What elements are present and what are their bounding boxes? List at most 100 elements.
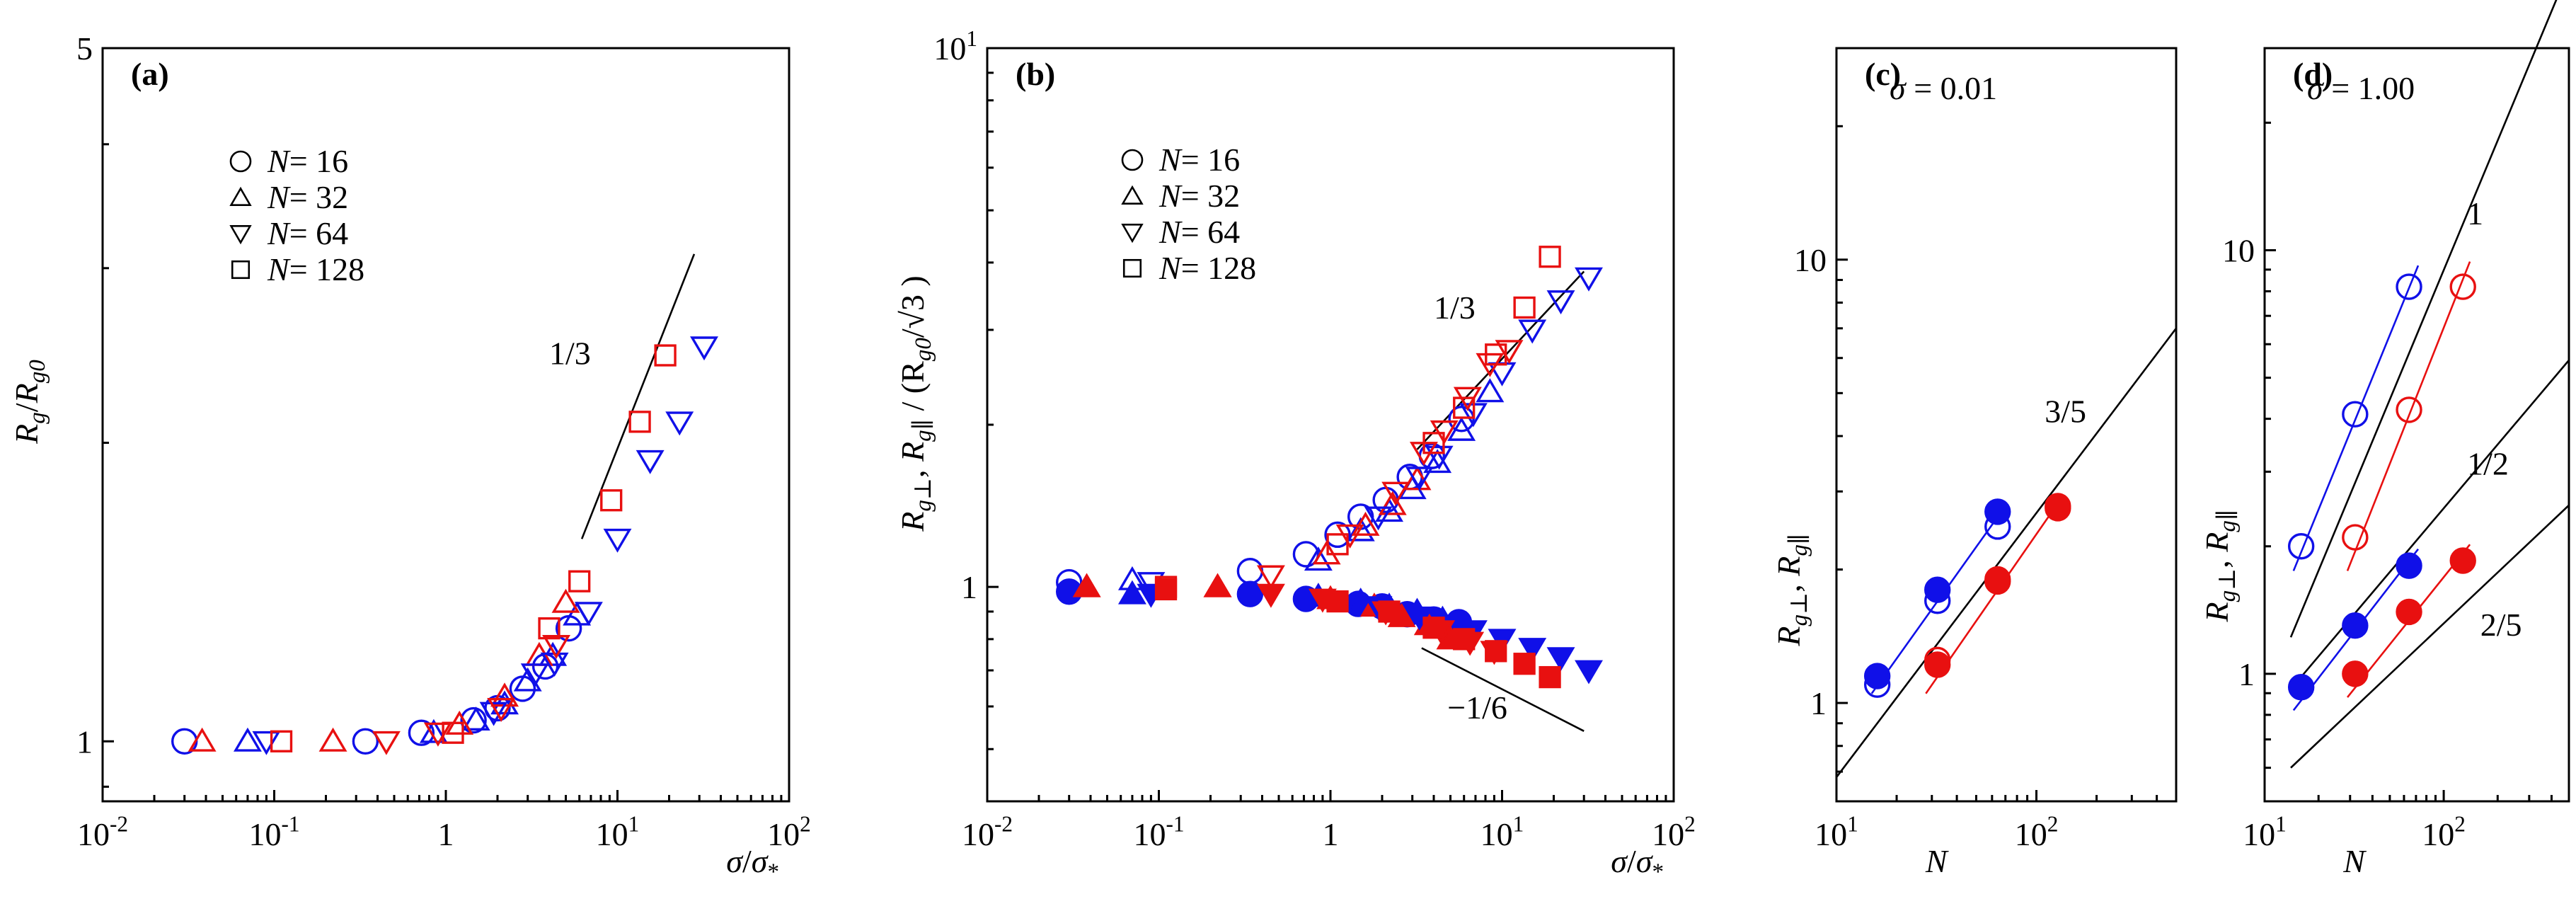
slope-label: −1/6 (1447, 689, 1507, 726)
data-point-square (1378, 600, 1401, 623)
x-tick-label: 1 (1323, 816, 1339, 852)
data-point-circle (408, 719, 435, 746)
legend-marker-triangle-down (1121, 224, 1144, 244)
data-point-square (442, 721, 464, 744)
data-point-circle (2342, 401, 2369, 428)
slope-label: 1/3 (1434, 290, 1476, 326)
data-point-triangle-down (1381, 481, 1410, 506)
data-point-circle (2396, 598, 2422, 626)
legend-label: N= 128 (1158, 250, 1256, 286)
data-series (1924, 493, 2071, 678)
x-tick-label: 102 (1652, 812, 1696, 852)
y-tick-label: 1 (2238, 656, 2255, 692)
legend-label: N= 16 (1158, 142, 1240, 178)
data-point-triangle-up (461, 706, 490, 731)
slope-label: 3/5 (2045, 393, 2086, 429)
data-point-square (1422, 617, 1445, 639)
fit-line-blue (1870, 513, 2001, 694)
x-tick-label: 1 (438, 816, 454, 852)
data-point-circle (1863, 663, 1891, 689)
data-point-triangle-up (513, 667, 542, 692)
panel-label: (b) (1016, 56, 1055, 92)
legend: N= 16N= 32N= 64N= 128 (1121, 142, 1256, 286)
panel-label: (c) (1865, 56, 1901, 92)
slope-guide-line (1421, 647, 1585, 732)
data-series (2342, 547, 2476, 687)
data-point-triangle-down (1256, 565, 1285, 590)
data-point-circle (2342, 524, 2369, 551)
data-point-triangle-down (603, 528, 632, 553)
legend-label: N= 16 (267, 143, 348, 179)
data-point-triangle-up (1203, 573, 1232, 597)
data-point-triangle-up (419, 718, 448, 743)
data-series (188, 588, 580, 752)
data-series (2342, 273, 2476, 551)
data-point-triangle-down (690, 336, 718, 361)
data-point-circle (460, 706, 487, 734)
data-point-triangle-down (520, 663, 549, 688)
data-point-circle (2449, 273, 2476, 300)
legend-marker-triangle-up (1121, 185, 1144, 205)
data-point-triangle-up (1346, 517, 1375, 542)
data-point-square (654, 344, 677, 367)
data-point-circle (1236, 558, 1264, 585)
legend-marker-triangle-down (229, 225, 252, 245)
legend-label: N= 64 (1158, 214, 1240, 250)
slope-guide-line (580, 253, 696, 539)
data-series (2287, 552, 2422, 701)
data-series (1256, 340, 1524, 590)
panel-c: 101 102 1 10 (c)σ = 0.01 N Rg⊥, Rg∥ 3/5 (1771, 47, 2178, 879)
data-point-triangle-down (1430, 420, 1459, 445)
y-axis-label: Rg⊥, Rg∥ (2199, 510, 2241, 623)
legend-label: N= 32 (267, 179, 348, 215)
data-point-triangle-up (1476, 378, 1505, 403)
y-tick-label: 1 (76, 723, 93, 760)
data-series (1117, 378, 1505, 590)
plot-frame (986, 47, 1675, 803)
data-point-square (568, 570, 591, 592)
x-tick-label: 101 (1480, 812, 1524, 852)
data-point-circle (1924, 651, 1951, 678)
y-tick-label: 1 (1810, 685, 1827, 721)
data-series (252, 336, 718, 755)
slope-label: 1/2 (2467, 446, 2509, 482)
data-point-circle (1924, 576, 1951, 603)
data-point-triangle-down (1575, 660, 1603, 685)
x-axis-label: N (1925, 843, 1949, 879)
data-point-circle (2342, 612, 2369, 639)
slope-guide-line (2289, 0, 2558, 638)
data-point-square (1485, 343, 1507, 366)
plot-frame (1835, 47, 2178, 803)
data-point-square (628, 411, 651, 433)
data-point-square (600, 489, 623, 512)
x-axis-label: N (2342, 843, 2367, 879)
data-series (372, 635, 571, 755)
data-point-square (538, 617, 560, 640)
data-point-triangle-down (1575, 267, 1603, 292)
data-point-square (1422, 432, 1445, 454)
data-point-triangle-up (1351, 511, 1380, 536)
data-point-triangle-up (551, 588, 580, 613)
data-point-triangle-down (574, 602, 603, 626)
data-point-triangle-up (563, 601, 592, 626)
data-point-circle (2287, 533, 2315, 560)
panel-label: (a) (131, 56, 169, 92)
data-series (270, 344, 677, 752)
slope-guide-line (1416, 270, 1585, 450)
data-point-triangle-down (1546, 647, 1575, 672)
data-point-triangle-down (1364, 506, 1393, 531)
data-point-circle (2396, 396, 2422, 423)
data-point-triangle-up (1304, 546, 1333, 571)
data-point-square (1513, 653, 1536, 675)
data-point-circle (2045, 493, 2071, 520)
data-series (1154, 578, 1561, 689)
sigma-annotation: σ = 0.01 (1890, 70, 1997, 106)
y-axis-label: Rg/Rg0 (8, 360, 50, 445)
y-tick-label: 10 (1794, 242, 1827, 278)
data-point-triangle-down (372, 731, 401, 755)
data-point-square (1453, 396, 1476, 419)
legend-label: N= 64 (267, 215, 348, 251)
legend-label: N= 32 (1158, 178, 1240, 214)
data-point-square (1326, 590, 1349, 613)
